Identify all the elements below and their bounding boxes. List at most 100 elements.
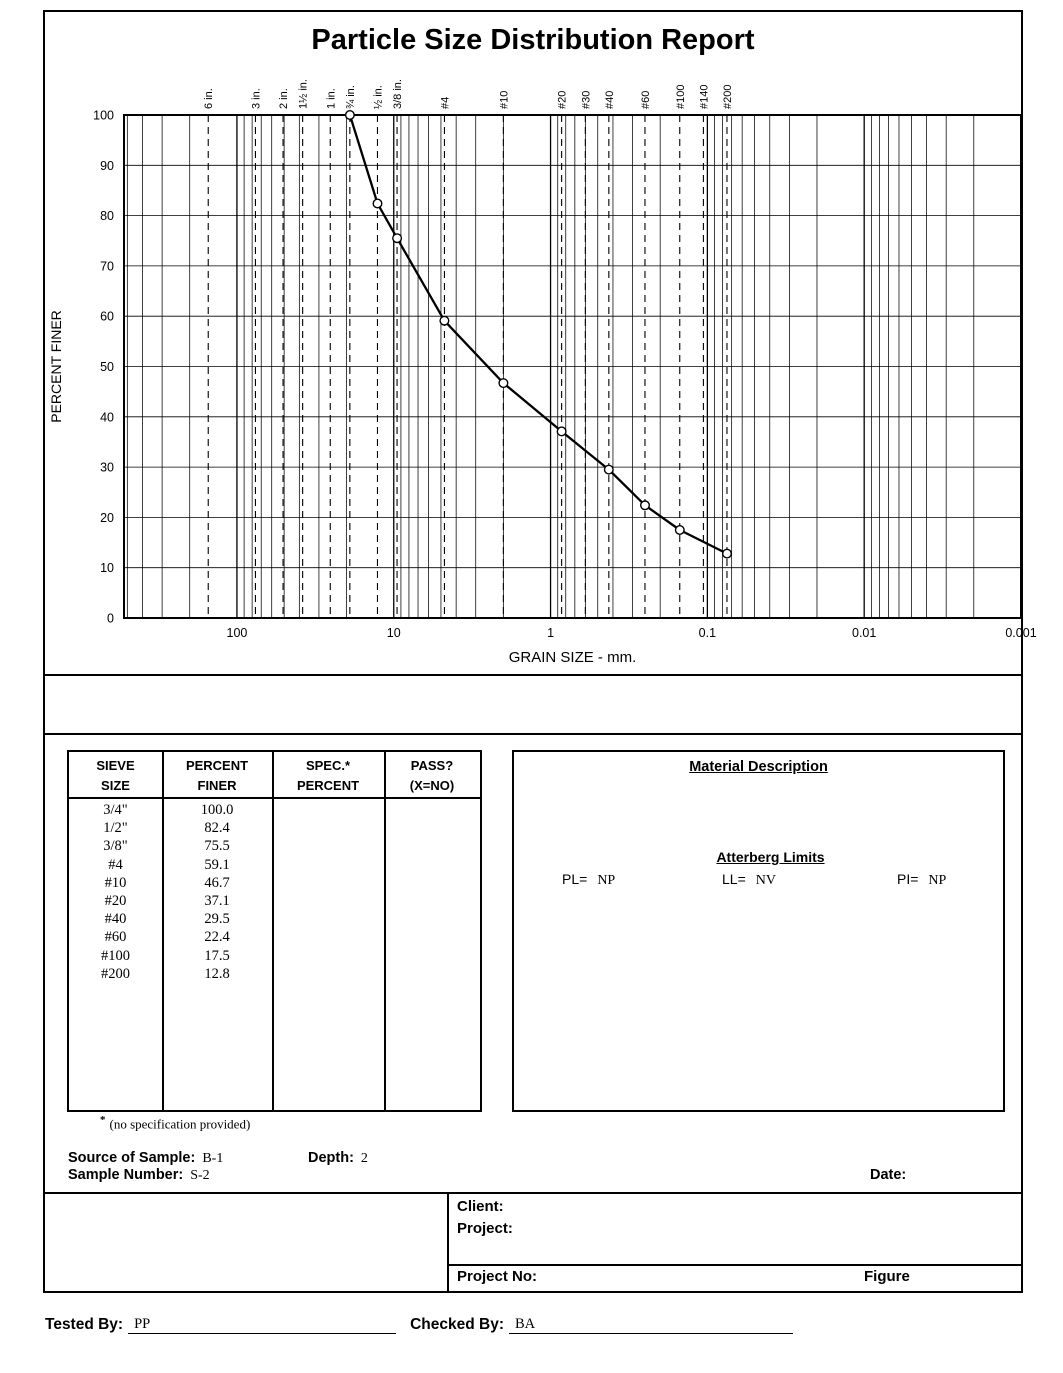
ll-item: LL= NV bbox=[722, 871, 776, 889]
date-label: Date: bbox=[870, 1167, 907, 1183]
pass-cell bbox=[384, 820, 480, 838]
svg-text:10: 10 bbox=[100, 561, 114, 575]
svg-text:#60: #60 bbox=[640, 91, 652, 109]
header-text: SIEVE bbox=[96, 758, 135, 773]
pl-item: PL= NP bbox=[562, 871, 615, 889]
spec-percent-cell bbox=[272, 929, 384, 947]
spec-percent-cell bbox=[272, 838, 384, 856]
svg-text:90: 90 bbox=[100, 159, 114, 173]
pass-cell bbox=[384, 838, 480, 856]
spec-percent-cell bbox=[272, 875, 384, 893]
svg-text:80: 80 bbox=[100, 209, 114, 223]
pi-value: NP bbox=[928, 873, 947, 888]
tested-by-value: PP bbox=[128, 1316, 397, 1334]
svg-text:2 in.: 2 in. bbox=[278, 88, 290, 109]
report-frame: Particle Size Distribution Report 6 in. 3… bbox=[43, 10, 1037, 1293]
header-text: (X=NO) bbox=[409, 778, 455, 793]
percent-finer-cell: 75.5 bbox=[204, 838, 230, 855]
svg-text:#4: #4 bbox=[439, 97, 451, 109]
svg-text:10: 10 bbox=[387, 626, 401, 640]
sieve-size-cell: #200 bbox=[101, 965, 130, 982]
table-row: #4 59.1 bbox=[69, 857, 480, 875]
svg-text:3 in.: 3 in. bbox=[250, 88, 262, 109]
svg-text:0.1: 0.1 bbox=[699, 626, 716, 640]
table-column-line bbox=[272, 752, 274, 1110]
sieve-size-cell: #100 bbox=[101, 947, 130, 964]
table-column-line bbox=[384, 752, 386, 1110]
table-header-line bbox=[69, 797, 480, 799]
svg-text:#140: #140 bbox=[698, 85, 710, 109]
sample-source-line: Source of Sample: B-1 Depth: 2 bbox=[68, 1150, 1013, 1167]
project-label: Project: bbox=[457, 1220, 513, 1237]
svg-text:20: 20 bbox=[100, 511, 114, 525]
percent-finer-cell: 46.7 bbox=[204, 874, 230, 891]
svg-text:0.001: 0.001 bbox=[1005, 626, 1036, 640]
svg-text:½ in.: ½ in. bbox=[373, 85, 385, 109]
spec-percent-cell bbox=[272, 802, 384, 820]
sieve-size-cell: 1/2" bbox=[103, 820, 128, 837]
percent-finer-cell: 12.8 bbox=[204, 965, 230, 982]
pl-value: NP bbox=[597, 873, 616, 888]
svg-text:#20: #20 bbox=[557, 91, 569, 109]
percent-finer-cell: 29.5 bbox=[204, 911, 230, 928]
depth-label: Depth: bbox=[308, 1150, 354, 1166]
table-row: #10 46.7 bbox=[69, 875, 480, 893]
spec-percent-cell bbox=[272, 966, 384, 984]
report-title: Particle Size Distribution Report bbox=[311, 24, 755, 56]
checked-by-label: Checked By: bbox=[410, 1316, 504, 1333]
sieve-size-cell: 3/4" bbox=[103, 802, 128, 818]
table-row: #60 22.4 bbox=[69, 929, 480, 947]
pass-cell bbox=[384, 893, 480, 911]
percent-finer-cell: 37.1 bbox=[204, 892, 230, 909]
header-text: PERCENT bbox=[296, 778, 360, 793]
column-header-sieve-size: SIEVE SIZE bbox=[69, 756, 162, 796]
sieve-size-cell: #40 bbox=[104, 911, 127, 928]
table-row: 1/2" 82.4 bbox=[69, 820, 480, 838]
svg-text:6 in.: 6 in. bbox=[203, 88, 215, 109]
spec-footnote: * (no specification provided) bbox=[100, 1114, 250, 1132]
client-label: Client: bbox=[457, 1198, 504, 1215]
svg-text:1: 1 bbox=[547, 626, 554, 640]
sieve-size-cell: #4 bbox=[108, 856, 123, 873]
project-no-label: Project No: bbox=[457, 1268, 538, 1285]
grain-size-chart: 6 in. 3 in. 2 in. 1½ in. 1 in. ¾ in. ½ in. 3/8 … bbox=[48, 79, 1037, 666]
pass-cell bbox=[384, 857, 480, 875]
footnote-text: (no specification provided) bbox=[109, 1116, 251, 1132]
sieve-size-cell: #60 bbox=[104, 929, 127, 946]
spec-percent-cell bbox=[272, 911, 384, 929]
spec-percent-cell bbox=[272, 948, 384, 966]
svg-text:30: 30 bbox=[100, 461, 114, 475]
sieve-size-cell: #20 bbox=[104, 892, 127, 909]
divider-line bbox=[45, 674, 1021, 676]
sieve-table-rows: 3/4" 100.0 1/2" 82.4 3/8" 75.5 #4 59.1 #10 46.7 #2… bbox=[69, 802, 480, 984]
header-text: PASS? bbox=[410, 758, 454, 773]
date-group: Date: bbox=[870, 1167, 913, 1184]
depth-group: Depth: 2 bbox=[308, 1150, 368, 1167]
svg-text:0.01: 0.01 bbox=[852, 626, 876, 640]
svg-text:GRAIN SIZE - mm.: GRAIN SIZE - mm. bbox=[509, 649, 637, 666]
pass-cell bbox=[384, 948, 480, 966]
svg-text:0: 0 bbox=[107, 612, 114, 626]
atterberg-limits-title: Atterberg Limits bbox=[716, 849, 825, 865]
percent-finer-cell: 59.1 bbox=[204, 856, 230, 873]
footer-top-line bbox=[45, 1192, 1021, 1194]
header-text: SIZE bbox=[101, 778, 130, 793]
svg-text:1½ in.: 1½ in. bbox=[298, 79, 310, 109]
checked-by-value: BA bbox=[509, 1316, 793, 1334]
footnote-star: * bbox=[100, 1114, 106, 1126]
source-of-sample-value: B-1 bbox=[202, 1151, 224, 1166]
sample-number-label: Sample Number: bbox=[68, 1167, 184, 1183]
svg-text:PERCENT FINER: PERCENT FINER bbox=[48, 310, 64, 423]
svg-text:#40: #40 bbox=[604, 91, 616, 109]
svg-text:#10: #10 bbox=[498, 91, 510, 109]
pass-cell bbox=[384, 875, 480, 893]
tested-by-label: Tested By: bbox=[45, 1316, 124, 1333]
depth-value: 2 bbox=[360, 1151, 368, 1166]
svg-text:100: 100 bbox=[227, 626, 248, 640]
signature-row: Tested By: PP Checked By: BA bbox=[45, 1316, 793, 1334]
svg-text:#200: #200 bbox=[722, 85, 734, 109]
pi-label: PI= bbox=[897, 871, 919, 887]
pi-item: PI= NP bbox=[897, 871, 946, 889]
pass-cell bbox=[384, 966, 480, 984]
pl-label: PL= bbox=[562, 871, 588, 887]
